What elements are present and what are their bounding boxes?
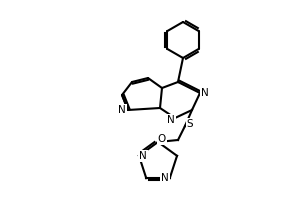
Text: O: O	[158, 134, 166, 144]
Text: N: N	[161, 173, 169, 183]
Text: N: N	[201, 88, 209, 98]
Text: N: N	[139, 151, 147, 161]
Text: N: N	[118, 105, 126, 115]
Text: N: N	[167, 115, 175, 125]
Text: S: S	[187, 119, 193, 129]
